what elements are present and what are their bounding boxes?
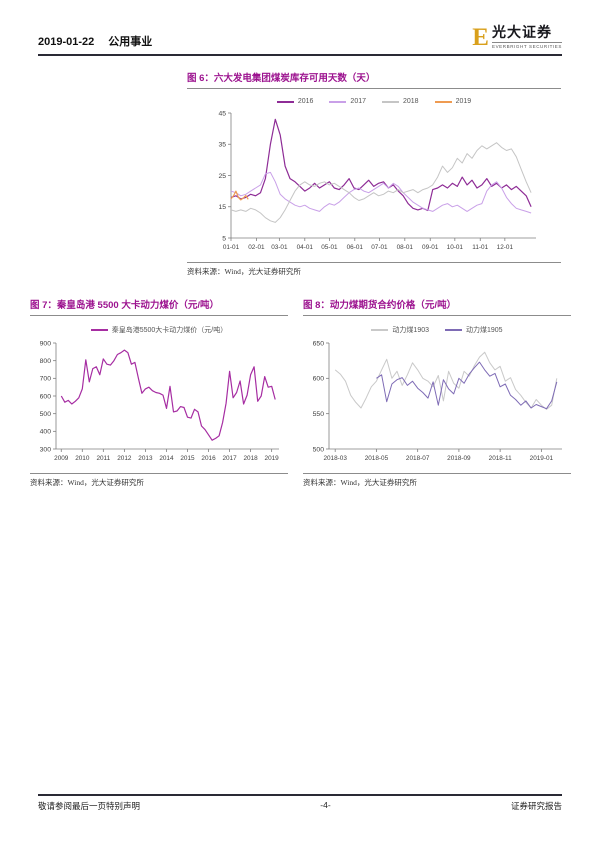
svg-text:07-01: 07-01: [371, 244, 388, 251]
legend-line-swatch: [90, 329, 108, 331]
svg-text:2013: 2013: [138, 455, 153, 462]
header-divider: [38, 54, 562, 56]
svg-text:500: 500: [313, 446, 325, 453]
report-date: 2019-01-22: [38, 36, 95, 48]
svg-text:600: 600: [313, 376, 325, 383]
legend-item: 动力煤1903: [371, 325, 429, 335]
svg-text:05-01: 05-01: [321, 244, 338, 251]
svg-text:25: 25: [218, 173, 226, 180]
logo-subtitle: EVERBRIGHT SECURITIES: [491, 42, 562, 49]
legend-label: 2018: [403, 98, 419, 105]
svg-text:900: 900: [40, 340, 52, 347]
figure-8: 图 8：动力煤期货合约价格（元/吨） 动力煤1903 动力煤1905 500 55…: [303, 297, 571, 488]
svg-text:2015: 2015: [180, 455, 195, 462]
legend-line-swatch: [445, 329, 462, 331]
legend-line-swatch: [382, 100, 399, 103]
svg-text:02-01: 02-01: [248, 244, 265, 251]
svg-text:2019-01: 2019-01: [530, 455, 554, 462]
company-logo: E 光大证券 EVERBRIGHT SECURITIES: [472, 24, 562, 51]
figure-6-source: 资料来源：Wind，光大证券研究所: [187, 262, 561, 277]
svg-text:2018-03: 2018-03: [323, 455, 347, 462]
figure-8-line-chart: 500 550 600 650 2018-03 2018-05 2018-07 2018-09…: [313, 340, 562, 462]
svg-text:2009: 2009: [54, 455, 69, 462]
svg-text:2010: 2010: [75, 455, 90, 462]
svg-text:550: 550: [313, 411, 325, 418]
figure-8-title: 图 8：动力煤期货合约价格（元/吨）: [303, 297, 571, 316]
figure-8-chart-area: 500 550 600 650 2018-03 2018-05 2018-07 2018-09…: [303, 338, 571, 471]
logo-company-name: 光大证券: [491, 26, 552, 41]
svg-text:15: 15: [218, 204, 226, 211]
figure-6: 图 6：六大发电集团煤炭库存可用天数（天） 2016 2017 2018 201…: [187, 70, 561, 277]
footer-report-type: 证券研究报告: [510, 801, 562, 811]
svg-text:2017: 2017: [222, 455, 237, 462]
legend-line-swatch: [276, 100, 294, 103]
figure-6-title: 图 6：六大发电集团煤炭库存可用天数（天）: [187, 70, 561, 89]
legend-label: 动力煤1905: [466, 327, 503, 334]
svg-text:2018-09: 2018-09: [447, 455, 471, 462]
legend-label: 2017: [350, 98, 366, 105]
legend-item: 2016: [276, 98, 314, 105]
svg-text:12-01: 12-01: [497, 244, 514, 251]
svg-text:500: 500: [40, 411, 52, 418]
svg-text:10-01: 10-01: [447, 244, 464, 251]
svg-text:03-01: 03-01: [271, 244, 288, 251]
footer-disclaimer: 敬请参阅最后一页特别声明: [38, 801, 141, 811]
legend-item: 2017: [329, 98, 366, 105]
figure-7: 图 7：秦皇岛港 5500 大卡动力煤价（元/吨） 秦皇岛港5500大卡动力煤价…: [30, 297, 288, 488]
figure-7-line-chart: 300 400 500 600 700 800 900 2009 2010 2011 2012 201…: [40, 340, 280, 462]
legend-item: 2018: [382, 98, 419, 105]
svg-text:2016: 2016: [201, 455, 216, 462]
svg-text:08-01: 08-01: [397, 244, 414, 251]
legend-item: 2019: [434, 98, 472, 105]
footer-divider: [38, 794, 562, 796]
svg-text:2018-11: 2018-11: [489, 455, 512, 462]
figure-6-line-chart: 5 15 25 35 45 01-01 02-01 03-01 04-01 05-01 06-01 0…: [218, 110, 536, 251]
svg-text:2018: 2018: [243, 455, 258, 462]
legend-label: 2019: [455, 98, 472, 105]
legend-item: 动力煤1905: [445, 325, 503, 335]
svg-text:06-01: 06-01: [347, 244, 364, 251]
figure-6-legend: 2016 2017 2018 2019: [187, 98, 561, 105]
svg-text:45: 45: [218, 110, 226, 117]
svg-text:2012: 2012: [117, 455, 132, 462]
svg-text:600: 600: [40, 393, 52, 400]
page-number: -4-: [320, 800, 331, 810]
legend-label: 秦皇岛港5500大卡动力煤价（元/吨）: [111, 327, 228, 334]
footer: 敬请参阅最后一页特别声明 -4- 证券研究报告: [38, 800, 562, 812]
svg-text:04-01: 04-01: [297, 244, 314, 251]
svg-text:09-01: 09-01: [422, 244, 439, 251]
logo-e-icon: E: [472, 24, 489, 51]
figure-8-legend: 动力煤1903 动力煤1905: [303, 325, 571, 335]
svg-text:5: 5: [222, 235, 226, 242]
svg-text:400: 400: [40, 429, 52, 436]
svg-text:2018-05: 2018-05: [365, 455, 389, 462]
svg-text:700: 700: [40, 376, 52, 383]
svg-text:2019: 2019: [265, 455, 280, 462]
svg-text:2014: 2014: [159, 455, 174, 462]
legend-line-swatch: [329, 100, 347, 103]
report-section: 公用事业: [108, 36, 153, 48]
svg-text:300: 300: [40, 446, 52, 453]
figure-6-chart-area: 5 15 25 35 45 01-01 02-01 03-01 04-01 05-01 06-01 0…: [205, 108, 561, 260]
svg-text:35: 35: [218, 142, 226, 149]
figure-7-title: 图 7：秦皇岛港 5500 大卡动力煤价（元/吨）: [30, 297, 288, 316]
legend-line-swatch: [434, 100, 452, 103]
svg-text:800: 800: [40, 358, 52, 365]
legend-label: 动力煤1903: [392, 327, 429, 334]
figure-7-legend: 秦皇岛港5500大卡动力煤价（元/吨）: [30, 325, 288, 335]
header: 2019-01-22 公用事业: [38, 33, 152, 49]
legend-label: 2016: [297, 98, 314, 105]
svg-text:2018-07: 2018-07: [406, 455, 430, 462]
figure-7-chart-area: 300 400 500 600 700 800 900 2009 2010 2011 2012 201…: [30, 338, 288, 471]
svg-text:01-01: 01-01: [223, 244, 240, 251]
svg-text:650: 650: [313, 340, 325, 347]
legend-line-swatch: [371, 329, 389, 331]
legend-item: 秦皇岛港5500大卡动力煤价（元/吨）: [90, 325, 228, 335]
figure-7-source: 资料来源：Wind，光大证券研究所: [30, 473, 288, 488]
svg-text:11-01: 11-01: [472, 244, 488, 251]
svg-text:2011: 2011: [96, 455, 110, 462]
figure-8-source: 资料来源：Wind，光大证券研究所: [303, 473, 571, 488]
